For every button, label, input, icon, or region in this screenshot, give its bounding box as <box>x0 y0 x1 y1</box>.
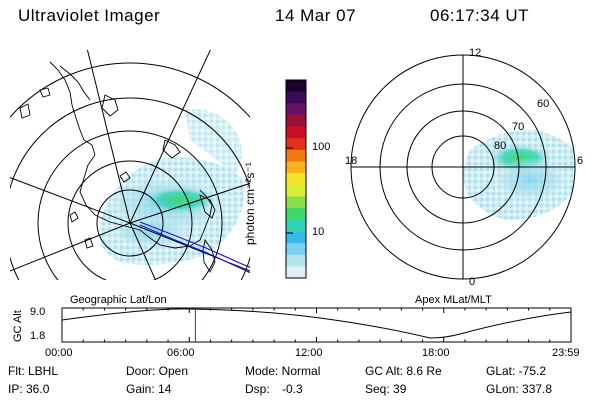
colorbar-band <box>286 266 306 279</box>
colorbar-band <box>286 243 306 256</box>
polar-panel-label: Apex MLat/MLT <box>415 294 492 306</box>
altitude-x-label-0000: 00:00 <box>45 347 73 359</box>
dsp-value: -0.3 <box>282 382 303 396</box>
colorbar-band <box>286 173 306 186</box>
colorbar-band <box>286 219 306 232</box>
seq-value: Seq: 39 <box>365 382 407 396</box>
meridians <box>10 50 250 280</box>
gc-alt-value: GC Alt: 8.6 Re <box>365 364 442 378</box>
altitude-y-tick-max: 9.0 <box>30 306 46 318</box>
colorbar-band <box>286 184 306 197</box>
mlt-label-0: 0 <box>469 276 476 288</box>
colorbar-band <box>286 161 306 174</box>
coastlines <box>19 61 216 273</box>
lat-circle <box>96 189 164 257</box>
date-label: 14 Mar 07 <box>275 6 357 25</box>
altitude-y-tick-min: 1.8 <box>30 330 46 342</box>
colorbar-tick-10: 10 <box>312 226 325 238</box>
colorbar-band <box>286 208 306 221</box>
ground-track <box>139 221 250 268</box>
door-status: Door: Open <box>126 364 189 378</box>
colorbar-band <box>286 91 306 104</box>
altitude-y-label: GC Alt <box>12 310 24 342</box>
colorbar-band <box>286 103 306 116</box>
lat-circle <box>67 160 193 280</box>
mlat-label-60: 60 <box>537 98 550 110</box>
glon-value: GLon: 337.8 <box>486 382 553 396</box>
colorbar-tick-100: 100 <box>312 141 331 153</box>
colorbar <box>286 80 306 279</box>
aurora-glow-south <box>110 216 190 248</box>
geo-panel-label: Geographic Lat/Lon <box>70 294 167 306</box>
instrument-title: Ultraviolet Imager <box>18 6 161 25</box>
geographic-map <box>10 50 250 280</box>
lat-circle <box>10 62 250 118</box>
colorbar-band <box>286 80 306 93</box>
altitude-x-label-2359: 23:59 <box>552 347 580 359</box>
dsp-label: Dsp: <box>245 382 270 396</box>
lat-circle <box>10 97 250 280</box>
altitude-x-label-1800: 18:00 <box>422 347 450 359</box>
colorbar-band <box>286 254 306 267</box>
mlat-label-70: 70 <box>512 121 525 133</box>
colorbar-band <box>286 196 306 209</box>
altitude-curve <box>61 308 572 339</box>
ip-value: IP: 36.0 <box>8 382 50 396</box>
mode-value: Mode: Normal <box>245 364 321 378</box>
lat-circle <box>37 130 223 280</box>
mlt-label-6: 6 <box>577 155 584 167</box>
aurora-bright <box>142 186 218 214</box>
colorbar-band <box>286 138 306 151</box>
colorbar-frame <box>285 79 307 279</box>
aurora-glow <box>492 158 568 202</box>
glat-value: GLat: -75.2 <box>486 364 547 378</box>
gain-value: Gain: 14 <box>126 382 172 396</box>
altitude-x-ticks <box>61 308 572 342</box>
colorbar-band <box>286 114 306 128</box>
altitude-x-label-0600: 06:00 <box>167 347 195 359</box>
filter-value: Flt: LBHL <box>8 364 59 378</box>
aurora-diffuse-north <box>185 109 242 175</box>
mlat-label-80: 80 <box>494 140 507 152</box>
colorbar-unit-label: photon cm⁻²s⁻¹ <box>243 162 257 245</box>
colorbar-band <box>286 231 306 244</box>
polar-map <box>350 54 576 280</box>
mlt-label-12: 12 <box>469 47 482 59</box>
mlt-label-18: 18 <box>345 155 358 167</box>
altitude-x-label-1200: 12:00 <box>295 347 323 359</box>
colorbar-band <box>286 126 306 139</box>
colorbar-band <box>286 149 306 163</box>
ground-track <box>139 224 250 274</box>
time-label: 06:17:34 UT <box>430 6 530 25</box>
